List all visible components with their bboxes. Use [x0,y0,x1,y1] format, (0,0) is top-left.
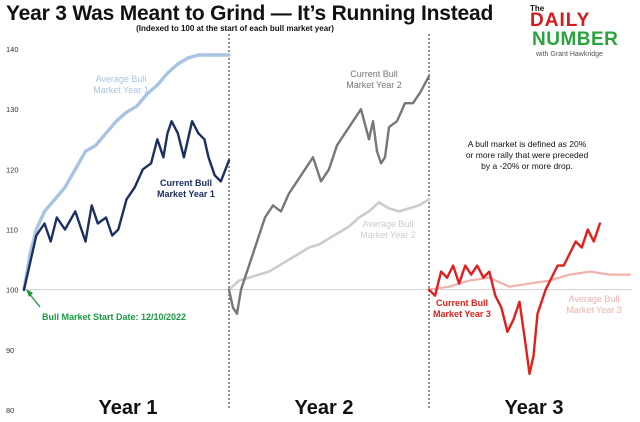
bull-market-definition-note: A bull market is defined as 20% or more r… [466,139,589,171]
series-label: Current Bull Market Year 1 [157,178,215,199]
year-label-1: Year 1 [99,397,158,419]
chart-title: Year 3 Was Meant to Grind — It’s Running… [6,2,494,25]
y-tick-label: 110 [6,226,18,235]
start-marker-label: Bull Market Start Date: 12/10/2022 [42,312,186,322]
chart-subtitle: (Indexed to 100 at the start of each bul… [136,24,334,33]
y-tick-label: 120 [6,165,19,174]
daily-number-logo: The DAILY NUMBER with Grant Hawkridge [524,2,636,60]
series-label: Current Bull Market Year 2 [346,69,402,90]
series-label: Average Bull Market Year 2 [360,219,416,240]
series-label: Average Bull Market Year 1 [93,74,149,95]
series-line-current-bull-market-year-1 [22,119,231,291]
y-tick-label: 140 [6,45,19,54]
series-line-current-bull-market-year-3 [427,222,602,376]
series-line-current-bull-market-year-2 [227,74,431,315]
year-label-3: Year 3 [505,397,564,419]
y-tick-label: 130 [6,105,19,114]
logo-the: The [530,4,545,13]
y-tick-label: 100 [6,286,19,295]
logo-daily: DAILY [530,10,591,31]
series-line-average-bull-market-year-2 [227,198,431,292]
series-label: Average Bull Market Year 3 [566,294,622,315]
start-marker-arrowhead [26,289,33,297]
series-label: Current Bull Market Year 3 [433,298,491,319]
year-label-2: Year 2 [295,397,354,419]
y-tick-label: 90 [6,346,14,355]
logo-byline: with Grant Hawkridge [536,51,603,58]
series-line-average-bull-market-year-1 [22,53,231,292]
logo-number: NUMBER [532,29,619,50]
y-tick-label: 80 [6,406,14,415]
series-line-average-bull-market-year-3 [427,270,632,291]
